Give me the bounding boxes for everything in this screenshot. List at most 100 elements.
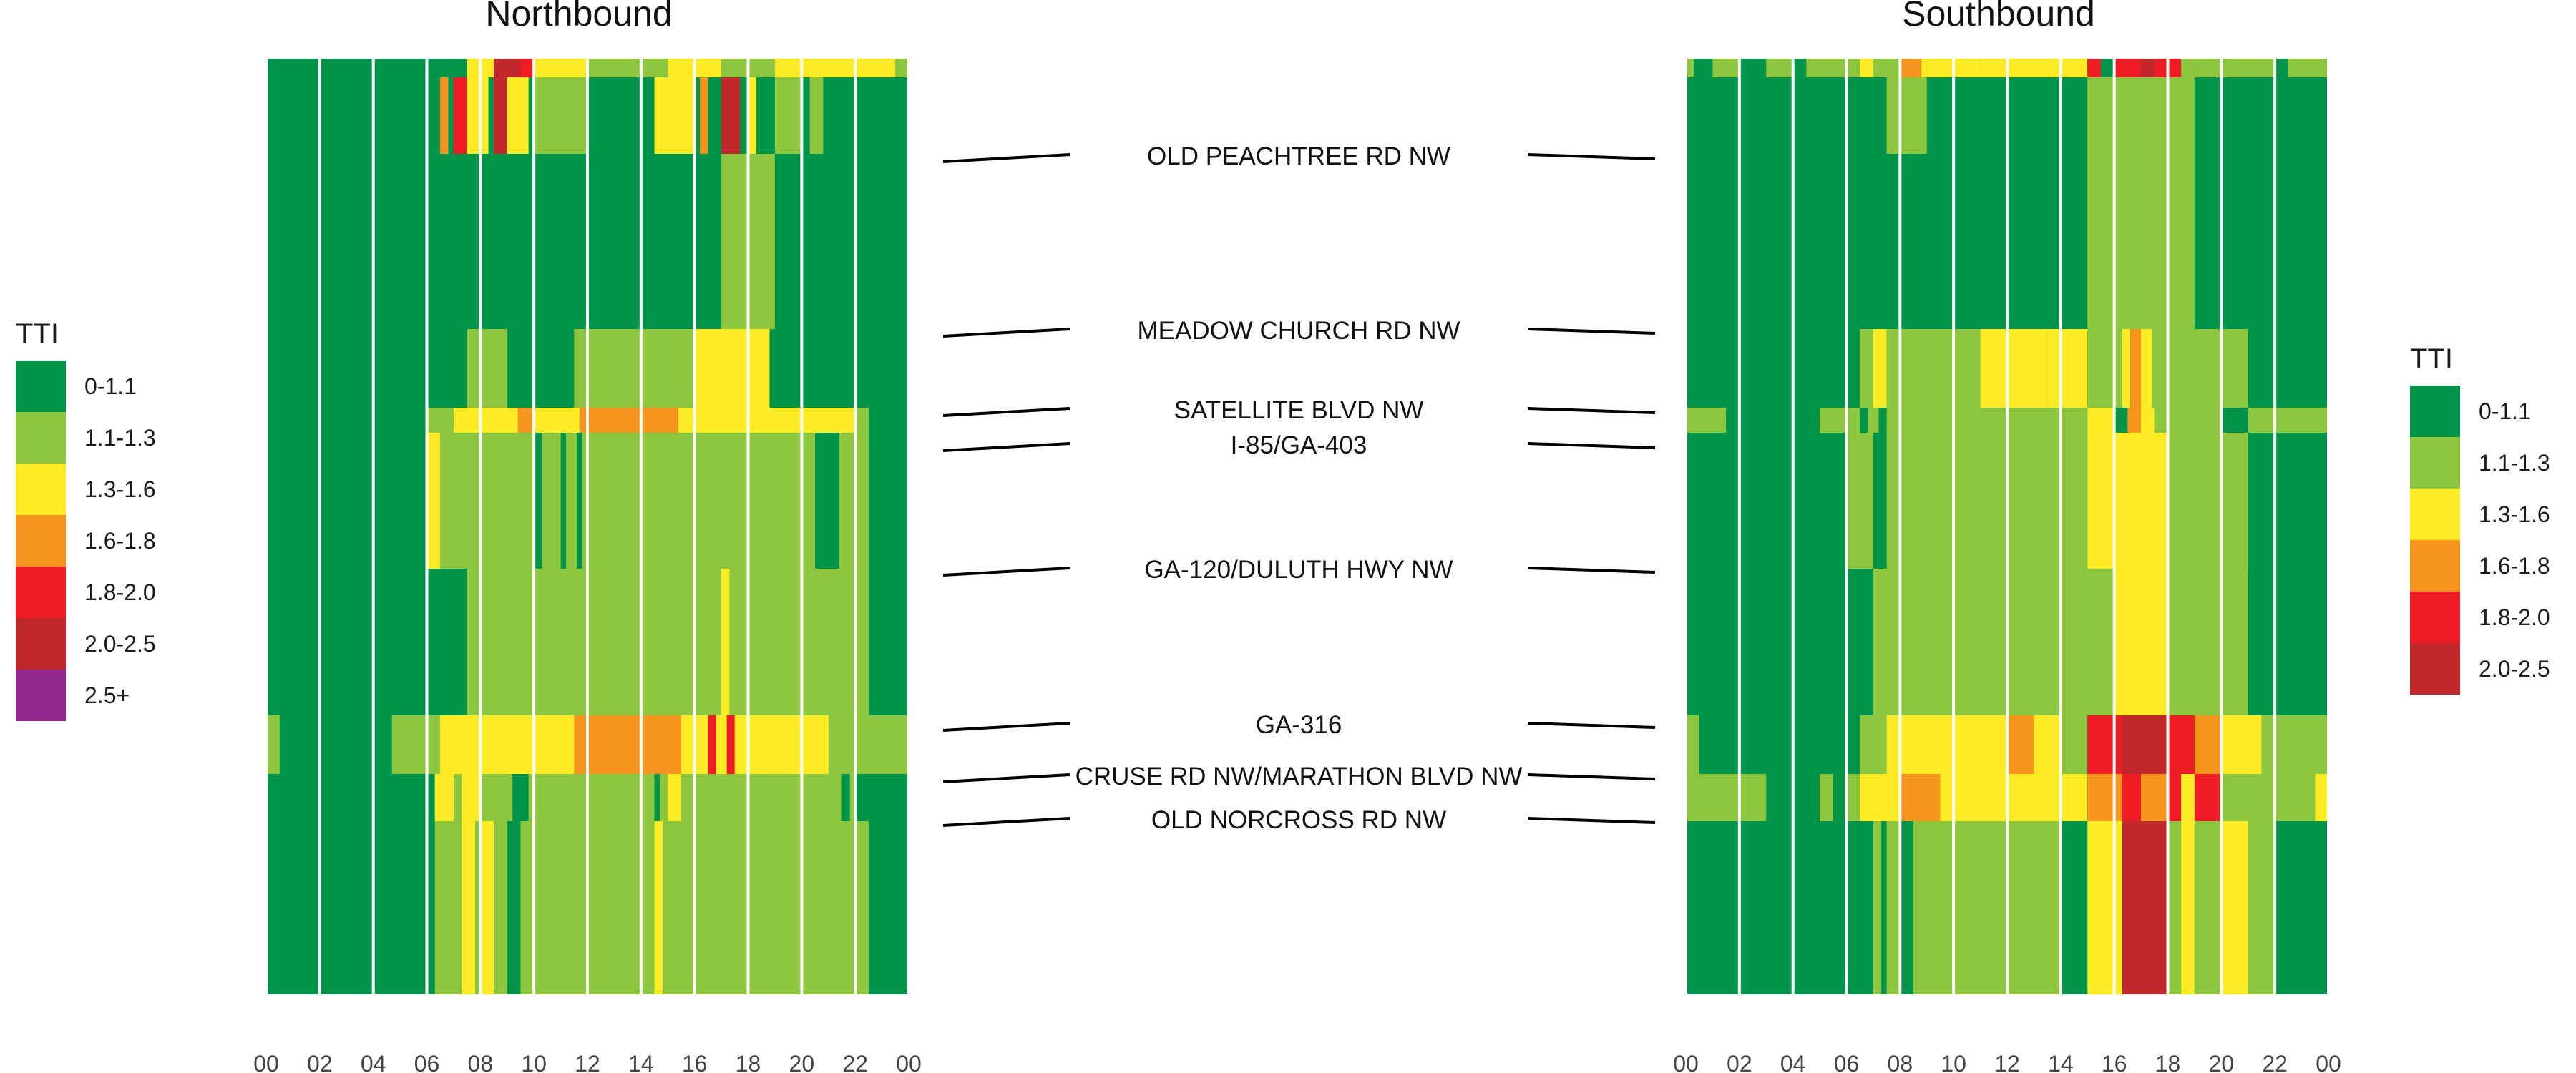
- x-tick-label: 04: [361, 1051, 386, 1073]
- heatmap-cell: [2127, 408, 2142, 433]
- heatmap-cell: [2114, 569, 2168, 715]
- heatmap-cell: [488, 408, 518, 433]
- legend-item: 2.0-2.5: [2410, 643, 2550, 695]
- heatmap-cell: [1712, 59, 1740, 77]
- x-tick-label: 12: [1994, 1051, 2020, 1073]
- heatmap-cell: [895, 59, 909, 77]
- heatmap-cell: [2288, 59, 2328, 77]
- legend-item: 2.0-2.5: [16, 618, 156, 670]
- heatmap-cell: [2087, 774, 2122, 821]
- heatmap-cell: [1900, 774, 1941, 821]
- leader-line: [942, 773, 1070, 783]
- heatmap-cell: [440, 77, 449, 154]
- leader-line: [942, 153, 1070, 163]
- heatmap-cell: [1873, 569, 2114, 715]
- heatmap-cell: [2122, 821, 2168, 994]
- landmark-label: OLD NORCROSS RD NW: [1151, 806, 1446, 834]
- heatmap-cell: [2167, 715, 2195, 774]
- heatmap-cell: [2167, 433, 2248, 569]
- heatmap-cell: [507, 77, 529, 154]
- heatmap-cell: [1940, 774, 2088, 821]
- legend-label: 1.8-2.0: [2479, 604, 2550, 630]
- heatmap-cell: [2181, 59, 2195, 77]
- heatmap-cell: [467, 77, 489, 154]
- heatmap-cell: [868, 569, 909, 715]
- legend-swatch: [16, 670, 66, 721]
- heatmap-cell: [517, 408, 535, 433]
- heatmap-cell: [828, 715, 909, 774]
- heatmap-cell: [2087, 433, 2168, 569]
- heatmap-cell: [809, 77, 824, 154]
- heatmap-cell: [1846, 433, 1873, 569]
- heatmap-cell: [2087, 329, 2122, 408]
- heatmap-cell: [534, 77, 587, 154]
- heatmap-cell: [1886, 329, 1981, 408]
- x-tick-label: 00: [253, 1051, 279, 1073]
- legend-swatch: [16, 515, 66, 567]
- legend-item: 1.6-1.8: [2410, 540, 2550, 592]
- heatmap-cell: [2141, 408, 2155, 433]
- heatmap-cell: [2060, 433, 2088, 569]
- heatmap-cell: [700, 77, 708, 154]
- legend-item: 1.3-1.6: [16, 464, 156, 515]
- x-tick-label: 18: [2155, 1051, 2181, 1073]
- x-tick-label: 06: [1834, 1051, 1860, 1073]
- x-tick-label: 22: [2262, 1051, 2288, 1073]
- legend-label: 1.3-1.6: [84, 476, 156, 502]
- heatmap-cell: [2221, 715, 2262, 774]
- heatmap-cell: [534, 59, 587, 77]
- heatmap-cell: [1686, 774, 1767, 821]
- leader-line: [1527, 407, 1656, 414]
- legend-swatch: [16, 567, 66, 618]
- heatmap-cell: [462, 821, 475, 994]
- legend-label: 1.3-1.6: [2479, 501, 2550, 527]
- heatmap-cell: [2194, 821, 2222, 994]
- heatmap-cell: [507, 821, 521, 994]
- legend-item: 0-1.1: [16, 361, 156, 412]
- heatmap-cell: [279, 715, 392, 774]
- landmark-label: MEADOW CHURCH RD NW: [1137, 317, 1460, 345]
- heatmap-cell: [266, 408, 427, 433]
- heatmap-cell: [1886, 821, 1901, 994]
- x-tick-label: 22: [842, 1051, 868, 1073]
- heatmap-cell: [1900, 59, 1922, 77]
- heatmap-cell: [721, 77, 741, 154]
- legend-label: 1.6-1.8: [2479, 552, 2550, 579]
- heatmap-cell: [2154, 408, 2222, 433]
- x-tick-label: 08: [468, 1051, 494, 1073]
- landmark-label: GA-316: [1256, 711, 1342, 739]
- heatmap-cell: [440, 433, 535, 569]
- leader-line: [1527, 567, 1656, 574]
- heatmap-cell: [2181, 821, 2195, 994]
- heatmap-cell: [2221, 408, 2248, 433]
- legend-item: 2.5+: [16, 670, 156, 721]
- heatmap-cell: [1860, 59, 1873, 77]
- heatmap-cell: [2167, 774, 2182, 821]
- heatmap-cell: [2152, 329, 2248, 408]
- x-tick-label: 04: [1780, 1051, 1806, 1073]
- legend-swatch: [2410, 386, 2460, 437]
- heatmap-cell: [480, 821, 494, 994]
- heatmap-cell: [1846, 774, 1860, 821]
- heatmap-cell: [2141, 329, 2152, 408]
- heatmap-cell: [1806, 59, 1860, 77]
- heatmap-cell: [2194, 774, 2222, 821]
- legend-item: 1.8-2.0: [2410, 592, 2550, 643]
- heatmap-cell: [640, 715, 681, 774]
- heatmap-cell: [2087, 59, 2101, 77]
- heatmap-cell: [587, 59, 668, 77]
- heatmap-cell: [534, 433, 542, 569]
- heatmap-cell: [2087, 821, 2122, 994]
- x-tick-label: 16: [682, 1051, 708, 1073]
- heatmap-cell: [1686, 59, 1694, 77]
- heatmap-cell: [2122, 329, 2131, 408]
- legend-item: 1.6-1.8: [16, 515, 156, 567]
- leader-line: [1527, 817, 1656, 824]
- x-tick-label: 14: [628, 1051, 654, 1073]
- x-tick-label: 02: [1727, 1051, 1752, 1073]
- legend-label: 1.1-1.3: [2479, 449, 2550, 476]
- heatmap-cell: [2087, 715, 2122, 774]
- legend-swatch: [2410, 489, 2460, 540]
- heatmap-cell: [391, 715, 441, 774]
